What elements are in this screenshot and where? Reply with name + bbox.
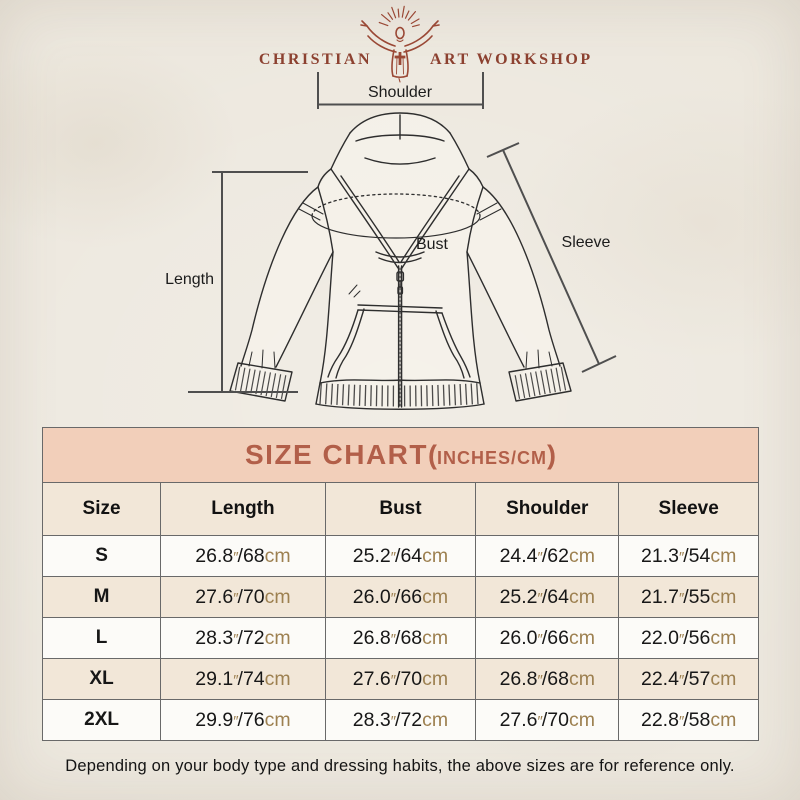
size-chart-title: SIZE CHART(INCHES/CM): [42, 427, 759, 483]
column-header-length: Length: [160, 482, 326, 536]
column-header-shoulder: Shoulder: [475, 482, 620, 536]
right-sleeve-sketch: [466, 186, 572, 402]
pocket-sketch: [327, 284, 471, 379]
length-label: Length: [165, 271, 214, 288]
hood-sketch: [330, 112, 470, 269]
hoodie-diagram: Shoulder Length Sleeve Bust: [165, 72, 617, 410]
left-sleeve-sketch: [229, 186, 334, 402]
column-header-size: Size: [41, 482, 162, 536]
measurement-cell: 22.0″/56cm: [618, 617, 759, 659]
shoulder-label: Shoulder: [368, 84, 433, 101]
measurement-cell: 25.2″/64cm: [324, 535, 477, 577]
size-chart-table: SIZE CHART(INCHES/CM) Size Length Bust Shou…: [41, 427, 759, 741]
length-dimension: Length: [165, 171, 308, 393]
size-label: M: [41, 576, 162, 618]
brand-logo: CHRISTIAN ART WORKSHOP: [259, 5, 593, 83]
sleeve-dimension: Sleeve: [486, 142, 617, 373]
column-header-bust: Bust: [324, 482, 477, 536]
size-chart-title-row: SIZE CHART(INCHES/CM): [42, 427, 759, 483]
logo-text-right: ART WORKSHOP: [430, 51, 593, 68]
measurement-cell: 22.4″/57cm: [618, 658, 759, 700]
column-header-row: Size Length Bust Shoulder Sleeve: [41, 482, 759, 536]
title-paren-open: (: [427, 440, 437, 470]
measurement-cell: 26.8″/68cm: [324, 617, 477, 659]
measurement-cell: 22.8″/58cm: [618, 699, 759, 741]
size-row-m: M 27.6″/70cm 26.0″/66cm 25.2″/64cm 21.7″/55c…: [41, 576, 759, 618]
measurement-cell: 26.0″/66cm: [475, 617, 620, 659]
measurement-cell: 24.4″/62cm: [475, 535, 620, 577]
size-label: 2XL: [41, 699, 162, 741]
logo-text-left: CHRISTIAN: [259, 51, 372, 68]
measurement-cell: 29.9″/76cm: [160, 699, 326, 741]
measurement-cell: 25.2″/64cm: [475, 576, 620, 618]
measurement-cell: 26.8″/68cm: [160, 535, 326, 577]
bust-line-sketch: [311, 193, 481, 239]
measurement-cell: 26.0″/66cm: [324, 576, 477, 618]
size-label: XL: [41, 658, 162, 700]
bust-label: Bust: [416, 236, 449, 253]
measurement-cell: 27.6″/70cm: [160, 576, 326, 618]
size-chart-unit-note: INCHES/CM: [436, 448, 547, 468]
size-row-2xl: 2XL 29.9″/76cm 28.3″/72cm 27.6″/70cm 22.8″/5…: [41, 699, 759, 741]
measurement-cell: 29.1″/74cm: [160, 658, 326, 700]
cross-icon: [394, 52, 406, 65]
column-header-sleeve: Sleeve: [618, 482, 759, 536]
size-row-l: L 28.3″/72cm 26.8″/68cm 26.0″/66cm 22.0″/56c…: [41, 617, 759, 659]
size-label: L: [41, 617, 162, 659]
measurement-cell: 21.7″/55cm: [618, 576, 759, 618]
reference-note: Depending on your body type and dressing…: [65, 757, 735, 775]
measurement-cell: 27.6″/70cm: [475, 699, 620, 741]
sun-rays-icon: [378, 5, 420, 28]
size-label: S: [41, 535, 162, 577]
measurement-cell: 21.3″/54cm: [618, 535, 759, 577]
size-row-s: S 26.8″/68cm 25.2″/64cm 24.4″/62cm 21.3″/54c…: [41, 535, 759, 577]
measurement-cell: 28.3″/72cm: [324, 699, 477, 741]
size-row-xl: XL 29.1″/74cm 27.6″/70cm 26.8″/68cm 22.4″/57…: [41, 658, 759, 700]
title-paren-close: ): [547, 440, 556, 470]
zipper-sketch: [396, 265, 405, 408]
figure-head: [395, 26, 405, 40]
size-chart-title-text: SIZE CHART: [244, 439, 428, 470]
shoulder-dimension: Shoulder: [317, 72, 484, 109]
measurement-cell: 27.6″/70cm: [324, 658, 477, 700]
sleeve-label: Sleeve: [562, 234, 611, 251]
jesus-figure-icon: [360, 5, 440, 83]
measurement-cell: 28.3″/72cm: [160, 617, 326, 659]
measurement-cell: 26.8″/68cm: [475, 658, 620, 700]
